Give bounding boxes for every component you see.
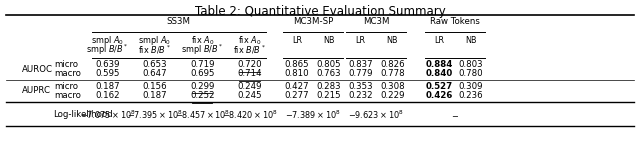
Text: $-9.623 \times 10^8$: $-9.623 \times 10^8$	[348, 109, 404, 121]
Text: smpl $A_0$: smpl $A_0$	[138, 34, 172, 47]
Text: 0.245: 0.245	[237, 91, 262, 100]
Text: Raw Tokens: Raw Tokens	[430, 17, 480, 26]
Text: 0.595: 0.595	[95, 69, 120, 79]
Text: 0.653: 0.653	[143, 60, 167, 69]
Text: 0.309: 0.309	[459, 82, 483, 91]
Text: 0.236: 0.236	[459, 91, 483, 100]
Text: MC3M-SP: MC3M-SP	[293, 17, 333, 26]
Text: 0.719: 0.719	[190, 60, 214, 69]
Text: NB: NB	[387, 36, 398, 45]
Text: $-7.395 \times 10^8$: $-7.395 \times 10^8$	[127, 109, 183, 121]
Text: $-8.457 \times 10^8$: $-8.457 \times 10^8$	[175, 109, 230, 121]
Text: 0.840: 0.840	[426, 69, 452, 79]
Text: $-8.420 \times 10^8$: $-8.420 \times 10^8$	[221, 109, 278, 121]
Text: 0.249: 0.249	[237, 82, 262, 91]
Text: 0.810: 0.810	[285, 69, 309, 79]
Text: 0.308: 0.308	[380, 82, 404, 91]
Text: 0.156: 0.156	[143, 82, 167, 91]
Text: 0.837: 0.837	[348, 60, 372, 69]
Text: 0.803: 0.803	[459, 60, 483, 69]
Text: 0.427: 0.427	[285, 82, 309, 91]
Text: micro: micro	[54, 82, 79, 91]
Text: macro: macro	[54, 69, 81, 79]
Text: 0.232: 0.232	[348, 91, 372, 100]
Text: smpl $B/B^*$: smpl $B/B^*$	[181, 43, 223, 57]
Text: 0.763: 0.763	[317, 69, 341, 79]
Text: 0.779: 0.779	[348, 69, 372, 79]
Text: LR: LR	[355, 36, 365, 45]
Text: macro: macro	[54, 91, 81, 100]
Text: LR: LR	[292, 36, 302, 45]
Text: LR: LR	[434, 36, 444, 45]
Text: NB: NB	[323, 36, 335, 45]
Text: 0.187: 0.187	[95, 82, 120, 91]
Text: 0.865: 0.865	[285, 60, 309, 69]
Text: 0.299: 0.299	[190, 82, 214, 91]
Text: 0.884: 0.884	[426, 60, 452, 69]
Text: fix $A_0$: fix $A_0$	[191, 35, 214, 47]
Text: 0.805: 0.805	[317, 60, 341, 69]
Text: 0.426: 0.426	[426, 91, 452, 100]
Text: fix $A_0$: fix $A_0$	[238, 35, 261, 47]
Text: NB: NB	[465, 36, 477, 45]
Text: fix $B/B^*$: fix $B/B^*$	[233, 44, 266, 56]
Text: $-$: $-$	[451, 110, 459, 119]
Text: 0.714: 0.714	[237, 69, 262, 79]
Text: MC3M: MC3M	[363, 17, 390, 26]
Text: 0.283: 0.283	[317, 82, 341, 91]
Text: 0.647: 0.647	[143, 69, 167, 79]
Text: 0.826: 0.826	[380, 60, 404, 69]
Text: 0.215: 0.215	[317, 91, 341, 100]
Text: fix $B/B^*$: fix $B/B^*$	[138, 44, 172, 56]
Text: smpl $B/B^*$: smpl $B/B^*$	[86, 43, 129, 57]
Text: 0.720: 0.720	[237, 60, 262, 69]
Text: 0.780: 0.780	[459, 69, 483, 79]
Text: 0.695: 0.695	[190, 69, 214, 79]
Text: SS3M: SS3M	[166, 17, 191, 26]
Text: micro: micro	[54, 60, 79, 69]
Text: AUPRC: AUPRC	[22, 86, 51, 95]
Text: AUROC: AUROC	[22, 65, 53, 74]
Text: 0.229: 0.229	[380, 91, 404, 100]
Text: 0.162: 0.162	[95, 91, 120, 100]
Text: $-7.389 \times 10^8$: $-7.389 \times 10^8$	[285, 109, 341, 121]
Text: Log-likelihood: Log-likelihood	[53, 110, 113, 119]
Text: $-7.075 \times 10^8$: $-7.075 \times 10^8$	[79, 109, 136, 121]
Text: 0.187: 0.187	[143, 91, 167, 100]
Text: 0.639: 0.639	[95, 60, 120, 69]
Text: Table 2: Quantitative Evaluation Summary: Table 2: Quantitative Evaluation Summary	[195, 5, 445, 18]
Text: 0.252: 0.252	[190, 91, 214, 100]
Text: 0.778: 0.778	[380, 69, 404, 79]
Text: smpl $A_0$: smpl $A_0$	[91, 34, 124, 47]
Text: 0.353: 0.353	[348, 82, 372, 91]
Text: 0.527: 0.527	[426, 82, 452, 91]
Text: 0.277: 0.277	[285, 91, 309, 100]
